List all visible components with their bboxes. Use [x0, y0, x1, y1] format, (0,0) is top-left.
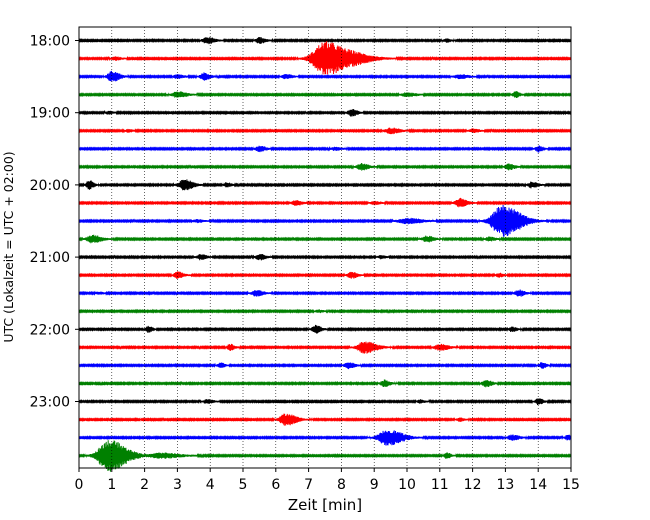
trace-row-1915 — [78, 127, 572, 135]
x-axis-title: Zeit [min] — [288, 496, 362, 514]
x-tick-label-4: 4 — [206, 477, 215, 493]
x-tick-label-8: 8 — [337, 477, 346, 493]
x-axis: 0 1 2 3 4 5 6 7 8 9 10 11 12 13 14 15 — [75, 468, 580, 493]
y-tick-label-1800: 18:00 — [30, 34, 70, 50]
trace-row-2130 — [78, 289, 572, 297]
trace-row-2115 — [78, 271, 572, 279]
x-tick-label-5: 5 — [239, 477, 248, 493]
x-tick-label-7: 7 — [304, 477, 313, 493]
x-tick-label-1: 1 — [107, 477, 116, 493]
trace-row-2315 — [78, 413, 572, 426]
y-axis-title: UTC (Lokalzeit = UTC + 02:00) — [1, 151, 16, 342]
trace-row-1815 — [78, 41, 572, 75]
y-tick-label-1900: 19:00 — [30, 106, 70, 122]
x-tick-label-13: 13 — [496, 477, 514, 493]
trace-row-2100 — [78, 253, 572, 261]
y-tick-label-2000: 20:00 — [30, 178, 70, 194]
x-tick-label-9: 9 — [370, 477, 379, 493]
y-tick-label-2100: 21:00 — [30, 250, 70, 266]
trace-row-1930 — [78, 145, 572, 153]
trace-row-2000 — [78, 179, 572, 191]
y-tick-label-2200: 22:00 — [30, 322, 70, 338]
trace-layer — [78, 37, 572, 472]
x-tick-label-2: 2 — [140, 477, 149, 493]
trace-row-1845 — [78, 91, 572, 99]
trace-row-2330 — [78, 430, 572, 446]
trace-row-2345 — [78, 440, 572, 472]
trace-row-2045 — [78, 234, 572, 244]
trace-row-1800 — [78, 37, 572, 45]
trace-row-2030 — [78, 205, 572, 237]
trace-row-2245 — [78, 379, 572, 388]
x-tick-label-6: 6 — [271, 477, 280, 493]
trace-row-1945 — [78, 163, 572, 171]
y-tick-label-2300: 23:00 — [30, 395, 70, 411]
trace-row-2230 — [78, 362, 572, 370]
trace-row-1900 — [78, 109, 572, 117]
x-tick-label-0: 0 — [75, 477, 84, 493]
y-axis: 18:00 19:00 20:00 21:00 22:00 23:00 — [30, 34, 79, 411]
x-tick-label-14: 14 — [529, 477, 547, 493]
x-tick-label-15: 15 — [562, 477, 580, 493]
plot-frame — [78, 26, 572, 469]
trace-row-2215 — [78, 341, 572, 354]
trace-row-2145 — [78, 308, 572, 314]
trace-row-1830 — [78, 70, 572, 82]
x-tick-label-12: 12 — [464, 477, 482, 493]
x-tick-label-3: 3 — [173, 477, 182, 493]
trace-row-2200 — [78, 324, 572, 334]
trace-row-2300 — [78, 398, 572, 406]
x-tick-label-11: 11 — [431, 477, 449, 493]
x-tick-label-10: 10 — [398, 477, 416, 493]
trace-row-2015 — [78, 197, 572, 208]
